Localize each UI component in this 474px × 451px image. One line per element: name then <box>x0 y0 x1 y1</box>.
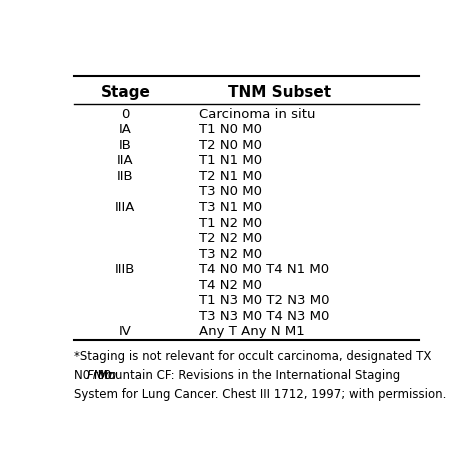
Text: Mountain CF: Revisions in the International Staging: Mountain CF: Revisions in the Internatio… <box>94 368 400 382</box>
Text: From: From <box>87 368 117 382</box>
Text: IIA: IIA <box>117 154 134 167</box>
Text: T3 N0 M0: T3 N0 M0 <box>199 185 262 198</box>
Text: T3 N1 M0: T3 N1 M0 <box>199 201 262 213</box>
Text: 0: 0 <box>121 107 129 120</box>
Text: Stage: Stage <box>100 85 150 100</box>
Text: N0 M0.: N0 M0. <box>74 368 119 382</box>
Text: IIB: IIB <box>117 170 134 183</box>
Text: IB: IB <box>119 138 132 152</box>
Text: T3 N3 M0 T4 N3 M0: T3 N3 M0 T4 N3 M0 <box>199 309 329 322</box>
Text: Carcinoma in situ: Carcinoma in situ <box>199 107 315 120</box>
Text: *Staging is not relevant for occult carcinoma, designated TX: *Staging is not relevant for occult carc… <box>74 349 431 362</box>
Text: IA: IA <box>119 123 132 136</box>
Text: IIIB: IIIB <box>115 262 136 276</box>
Text: T3 N2 M0: T3 N2 M0 <box>199 247 262 260</box>
Text: T2 N1 M0: T2 N1 M0 <box>199 170 262 183</box>
Text: T2 N0 M0: T2 N0 M0 <box>199 138 262 152</box>
Text: T2 N2 M0: T2 N2 M0 <box>199 231 262 244</box>
Text: T4 N2 M0: T4 N2 M0 <box>199 278 262 291</box>
Text: IV: IV <box>119 325 132 338</box>
Text: T1 N0 M0: T1 N0 M0 <box>199 123 262 136</box>
Text: T1 N2 M0: T1 N2 M0 <box>199 216 262 229</box>
Text: T1 N1 M0: T1 N1 M0 <box>199 154 262 167</box>
Text: T1 N3 M0 T2 N3 M0: T1 N3 M0 T2 N3 M0 <box>199 294 329 307</box>
Text: IIIA: IIIA <box>115 201 136 213</box>
Text: TNM Subset: TNM Subset <box>228 85 331 100</box>
Text: System for Lung Cancer. Chest III 1712, 1997; with permission.: System for Lung Cancer. Chest III 1712, … <box>74 387 447 400</box>
Text: T4 N0 M0 T4 N1 M0: T4 N0 M0 T4 N1 M0 <box>199 262 329 276</box>
Text: Any T Any N M1: Any T Any N M1 <box>199 325 305 338</box>
